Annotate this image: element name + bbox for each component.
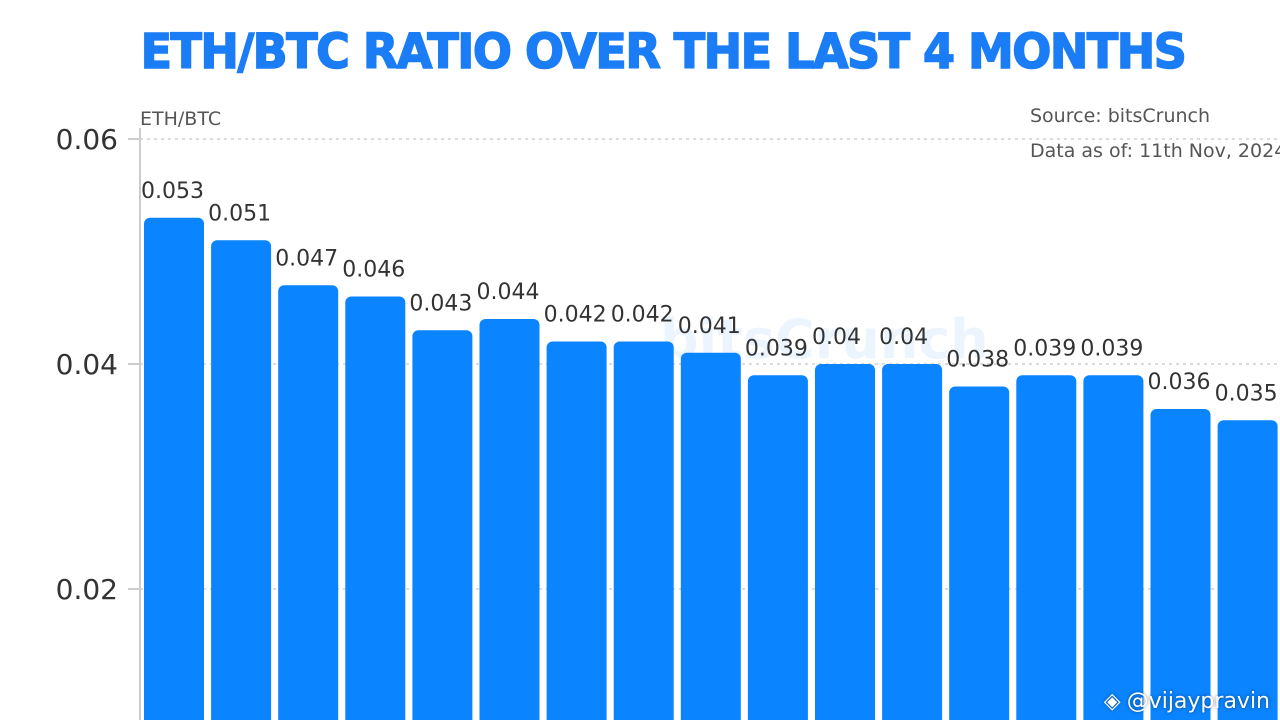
bar-value-label: 0.043 bbox=[409, 291, 472, 316]
bar bbox=[144, 217, 204, 720]
bar-value-label: 0.051 bbox=[208, 201, 271, 226]
bar-value-label: 0.044 bbox=[477, 280, 540, 305]
y-tick-label: 0.02 bbox=[56, 573, 118, 606]
bar bbox=[680, 352, 741, 720]
bar-value-label: 0.046 bbox=[342, 258, 405, 283]
bar bbox=[815, 364, 875, 720]
bar bbox=[1150, 409, 1211, 720]
bar-value-label: 0.047 bbox=[275, 246, 338, 271]
bar bbox=[412, 330, 473, 720]
bar bbox=[479, 319, 540, 720]
bar-value-label: 0.053 bbox=[141, 179, 204, 204]
credit-handle: @vijaypravin bbox=[1126, 689, 1270, 714]
binance-diamond-icon: ◈ bbox=[1103, 689, 1121, 714]
bar-value-label: 0.036 bbox=[1148, 370, 1211, 395]
chart-title: ETH/BTC RATIO OVER THE LAST 4 MONTHS bbox=[140, 22, 1188, 80]
source-text: Source: bitsCrunch bbox=[1030, 105, 1210, 127]
y-axis-unit-label: ETH/BTC bbox=[140, 108, 221, 130]
bar-value-label: 0.041 bbox=[678, 314, 741, 339]
bar-value-label: 0.04 bbox=[812, 325, 861, 350]
data-as-of-text: Data as of: 11th Nov, 2024 bbox=[1030, 140, 1280, 162]
bar bbox=[278, 285, 339, 720]
bar bbox=[949, 386, 1010, 720]
bar bbox=[1016, 375, 1077, 720]
bar bbox=[747, 375, 808, 720]
bars bbox=[144, 217, 1278, 720]
bar-value-label: 0.042 bbox=[611, 303, 674, 328]
y-axis-ticks: 0.06 0.04 0.02 bbox=[56, 123, 140, 606]
credit-badge: ◈ @vijaypravin bbox=[1104, 689, 1270, 714]
bar-value-label: 0.039 bbox=[745, 336, 808, 361]
y-tick-label: 0.06 bbox=[56, 123, 118, 156]
bar-value-label: 0.042 bbox=[544, 303, 607, 328]
bar bbox=[613, 341, 674, 720]
bar-value-label: 0.035 bbox=[1215, 381, 1278, 406]
bar bbox=[546, 341, 607, 720]
bar-value-label: 0.039 bbox=[1013, 336, 1076, 361]
bar bbox=[1083, 375, 1144, 720]
bar bbox=[1217, 420, 1278, 720]
bar bbox=[345, 296, 406, 720]
bar-value-label: 0.04 bbox=[879, 325, 928, 350]
bar bbox=[882, 364, 943, 720]
bar-value-label: 0.038 bbox=[946, 348, 1009, 373]
y-tick-label: 0.04 bbox=[56, 348, 118, 381]
bar bbox=[211, 240, 272, 720]
bar-value-label: 0.039 bbox=[1080, 336, 1143, 361]
